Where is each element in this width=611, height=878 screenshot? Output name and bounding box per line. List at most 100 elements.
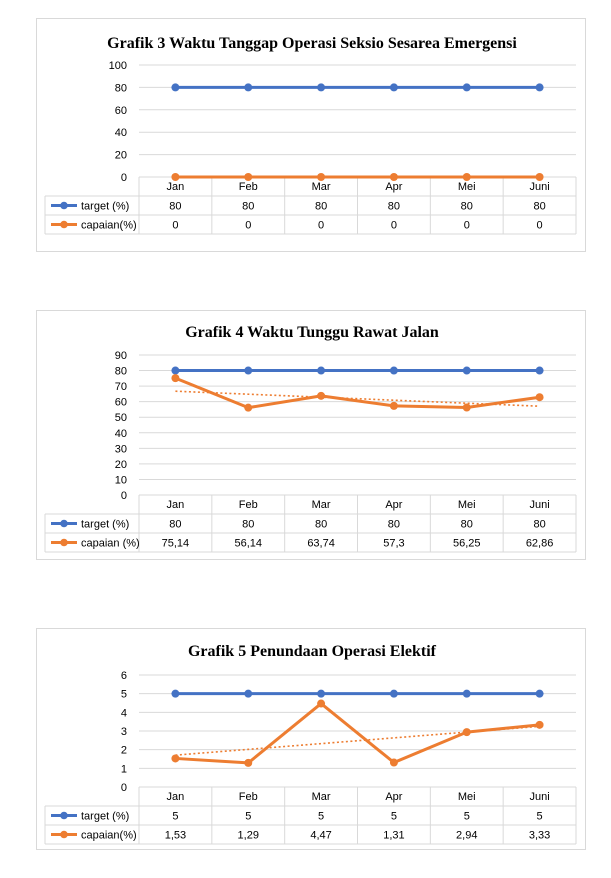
data-point-target xyxy=(535,689,544,698)
table-value-cell: 1,53 xyxy=(165,830,186,842)
table-value-cell: 5 xyxy=(391,811,397,823)
y-tick-label: 30 xyxy=(115,443,127,455)
legend-label: target (%) xyxy=(81,201,129,213)
category-label: Jan xyxy=(167,181,185,193)
table-value-cell: 80 xyxy=(169,519,181,531)
table-value-cell: 80 xyxy=(533,519,545,531)
table-value-cell: 56,25 xyxy=(453,538,481,550)
table-value-cell: 80 xyxy=(388,519,400,531)
data-point-target xyxy=(462,366,471,375)
table-value-cell: 5 xyxy=(318,811,324,823)
category-label: Apr xyxy=(385,181,402,193)
y-tick-label: 1 xyxy=(121,763,127,775)
table-value-cell: 3,33 xyxy=(529,830,550,842)
data-point-target xyxy=(535,83,544,92)
category-label: Juni xyxy=(529,499,549,511)
y-tick-label: 2 xyxy=(121,745,127,757)
chart-title: Grafik 3 Waktu Tanggap Operasi Seksio Se… xyxy=(107,35,517,52)
data-point-target xyxy=(389,83,398,92)
chart-panel-grafik-5: Grafik 5 Penundaan Operasi Elektif 0 1 2 3 4 5… xyxy=(36,628,586,850)
table-value-cell: 80 xyxy=(242,519,254,531)
category-label: Juni xyxy=(529,181,549,193)
series-line-capaian xyxy=(174,376,540,410)
data-point-capaian xyxy=(317,391,326,400)
legend-label: target (%) xyxy=(81,519,129,531)
data-point-capaian xyxy=(389,173,398,181)
data-point-target xyxy=(171,366,180,375)
legend-key-marker xyxy=(60,201,68,210)
y-tick-label: 60 xyxy=(115,397,127,409)
table-value-cell: 5 xyxy=(245,811,251,823)
y-tick-label: 0 xyxy=(121,782,127,794)
table-value-cell: 0 xyxy=(391,220,397,232)
category-label: Mar xyxy=(312,181,331,193)
category-label: Mei xyxy=(458,499,476,511)
table-value-cell: 2,94 xyxy=(456,830,477,842)
table-value-cell: 63,74 xyxy=(307,538,335,550)
chart-panel-grafik-3: Grafik 3 Waktu Tanggap Operasi Seksio Se… xyxy=(36,18,586,252)
y-tick-label: 40 xyxy=(115,127,127,139)
table-value-cell: 4,47 xyxy=(310,830,331,842)
table-value-cell: 5 xyxy=(537,811,543,823)
chart-grafik-5: Grafik 5 Penundaan Operasi Elektif 0 1 2 3 4 5… xyxy=(44,643,577,845)
data-point-target xyxy=(317,366,326,375)
y-tick-label: 20 xyxy=(115,459,127,471)
category-label: Mar xyxy=(312,499,331,511)
y-tick-label: 70 xyxy=(115,381,127,393)
y-tick-label: 0 xyxy=(121,490,127,502)
table-value-cell: 0 xyxy=(464,220,470,232)
data-point-target xyxy=(462,83,471,92)
chart-grafik-4: Grafik 4 Waktu Tunggu Rawat Jalan 0 10 20 30… xyxy=(44,324,577,553)
y-tick-label: 6 xyxy=(121,670,127,682)
legend-key-marker xyxy=(60,830,68,839)
y-tick-label: 100 xyxy=(109,60,127,72)
data-point-target xyxy=(244,689,253,698)
data-point-target xyxy=(462,689,471,698)
y-tick-label: 0 xyxy=(121,172,127,184)
table-value-cell: 0 xyxy=(318,220,324,232)
y-tick-label: 60 xyxy=(115,105,127,117)
category-label: Apr xyxy=(385,791,402,803)
data-point-capaian xyxy=(389,401,398,410)
legend-label: target (%) xyxy=(81,811,129,823)
data-point-target xyxy=(317,689,326,698)
data-point-capaian xyxy=(171,173,180,181)
data-point-capaian xyxy=(462,173,471,181)
data-point-target xyxy=(171,689,180,698)
legend-key-marker xyxy=(60,220,68,229)
chart-title: Grafik 4 Waktu Tunggu Rawat Jalan xyxy=(185,324,439,341)
category-label: Jan xyxy=(167,499,185,511)
legend-key-marker xyxy=(60,519,68,528)
category-label: Feb xyxy=(239,499,258,511)
data-point-capaian xyxy=(244,403,253,412)
table-value-cell: 1,29 xyxy=(238,830,259,842)
y-tick-label: 90 xyxy=(115,350,127,362)
data-point-capaian xyxy=(535,393,544,402)
data-point-capaian xyxy=(462,403,471,412)
category-label: Juni xyxy=(529,791,549,803)
y-tick-label: 50 xyxy=(115,412,127,424)
category-label: Jan xyxy=(167,791,185,803)
data-point-target xyxy=(244,366,253,375)
data-point-target xyxy=(535,366,544,375)
table-value-cell: 80 xyxy=(315,201,327,213)
table-value-cell: 57,3 xyxy=(383,538,404,550)
data-point-capaian xyxy=(317,173,326,181)
table-value-cell: 0 xyxy=(245,220,251,232)
chart-grafik-3: Grafik 3 Waktu Tanggap Operasi Seksio Se… xyxy=(44,35,577,235)
y-tick-label: 10 xyxy=(115,474,127,486)
table-value-cell: 56,14 xyxy=(234,538,262,550)
y-tick-label: 40 xyxy=(115,428,127,440)
data-point-capaian xyxy=(535,173,544,181)
data-point-capaian xyxy=(244,758,253,767)
table-value-cell: 5 xyxy=(172,811,178,823)
y-tick-label: 3 xyxy=(121,726,127,738)
category-label: Mei xyxy=(458,181,476,193)
table-value-cell: 80 xyxy=(242,201,254,213)
data-point-capaian xyxy=(535,720,544,729)
chart-title: Grafik 5 Penundaan Operasi Elektif xyxy=(188,643,437,660)
y-tick-label: 80 xyxy=(115,82,127,94)
data-point-target xyxy=(389,366,398,375)
table-value-cell: 0 xyxy=(537,220,543,232)
table-value-cell: 80 xyxy=(461,519,473,531)
